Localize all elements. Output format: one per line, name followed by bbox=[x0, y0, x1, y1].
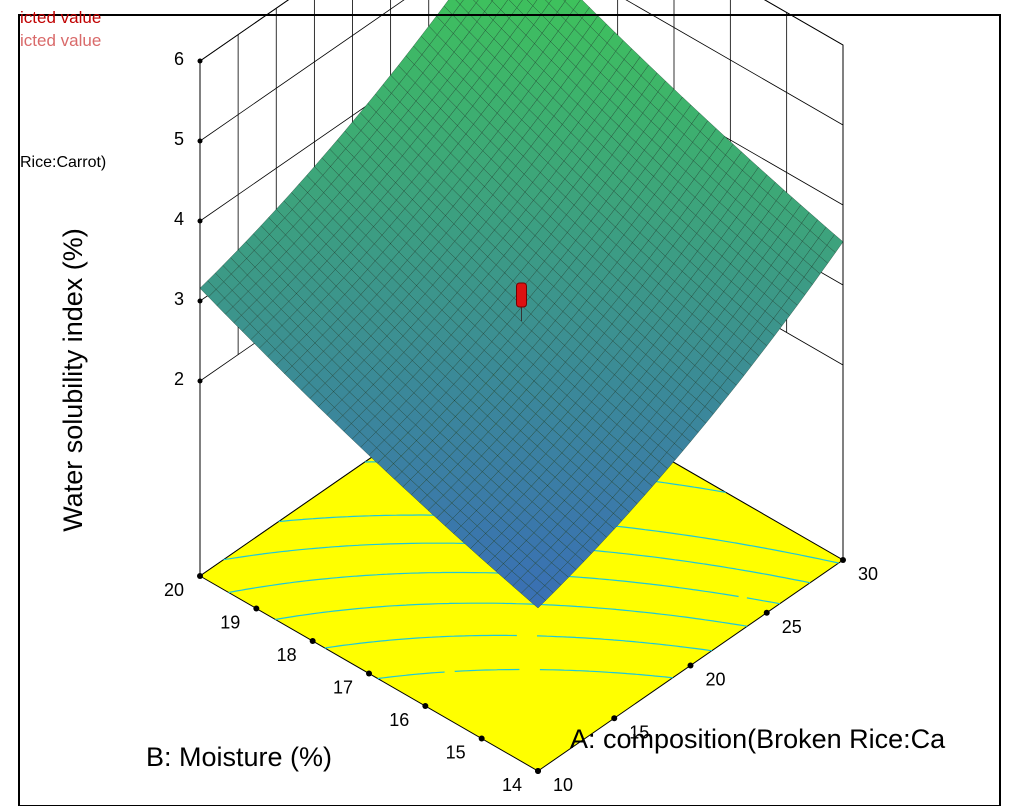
surface-cell bbox=[529, 592, 546, 609]
z-tick-mark bbox=[197, 58, 203, 64]
y-tick-label: 19 bbox=[220, 613, 240, 633]
y-tick-mark bbox=[422, 703, 429, 709]
z-tick-label: 2 bbox=[174, 369, 184, 389]
x-tick-mark bbox=[763, 609, 770, 616]
design-point bbox=[516, 282, 527, 321]
surface-cell bbox=[455, 0, 464, 5]
x-tick-mark bbox=[611, 715, 618, 722]
y-tick-mark bbox=[197, 573, 203, 579]
z-tick-mark bbox=[197, 298, 203, 304]
legend-entry-2: icted value bbox=[20, 31, 102, 50]
surface-cell bbox=[473, 0, 479, 4]
legend-entry-1: icted value bbox=[20, 8, 102, 27]
y-tick-mark bbox=[535, 768, 541, 774]
response-surface bbox=[199, 0, 844, 609]
z-tick-mark bbox=[197, 378, 203, 384]
y-tick-label: 18 bbox=[277, 645, 297, 665]
z-tick-label: 4 bbox=[174, 209, 184, 229]
x-tick-mark bbox=[840, 557, 846, 563]
z-tick-label: 3 bbox=[174, 289, 184, 309]
plot-frame bbox=[18, 14, 1001, 806]
y-tick-mark bbox=[253, 605, 260, 612]
design-point-marker bbox=[516, 282, 527, 308]
z-tick-label: 5 bbox=[174, 129, 184, 149]
surface-cell bbox=[545, 0, 552, 4]
y-tick-mark bbox=[478, 735, 485, 742]
y-tick-label: 15 bbox=[446, 743, 466, 763]
z-tick-mark bbox=[197, 138, 203, 144]
x-axis-label: A: composition(Broken Rice:Ca bbox=[570, 724, 946, 754]
contour-line bbox=[324, 634, 712, 652]
y-tick-label: 16 bbox=[389, 710, 409, 730]
y-axis-label: B: Moisture (%) bbox=[146, 742, 332, 772]
y-tick-mark bbox=[309, 638, 316, 644]
x-tick-label: 20 bbox=[706, 670, 726, 690]
z-tick-mark bbox=[197, 218, 203, 224]
contour-line bbox=[275, 602, 748, 627]
overlay-label: Rice:Carrot) bbox=[20, 154, 106, 171]
x-tick-label: 25 bbox=[782, 617, 802, 637]
x-tick-label: 15 bbox=[629, 722, 649, 742]
x-tick-mark bbox=[687, 662, 694, 669]
contour-line bbox=[377, 668, 673, 680]
x-tick-label: 10 bbox=[553, 775, 573, 795]
z-axis-label: Water solubility index (%) bbox=[58, 228, 88, 532]
z-tick-label: 6 bbox=[174, 49, 184, 69]
y-tick-label: 17 bbox=[333, 678, 353, 698]
y-tick-label: 14 bbox=[502, 775, 522, 795]
y-tick-mark bbox=[366, 670, 372, 677]
axes: 10 15 20 25 30 14 15 16 17 18 19 20 2 3 4 5 6 bbox=[164, 49, 878, 795]
x-tick-label: 30 bbox=[858, 564, 878, 584]
y-tick-label: 20 bbox=[164, 580, 184, 600]
